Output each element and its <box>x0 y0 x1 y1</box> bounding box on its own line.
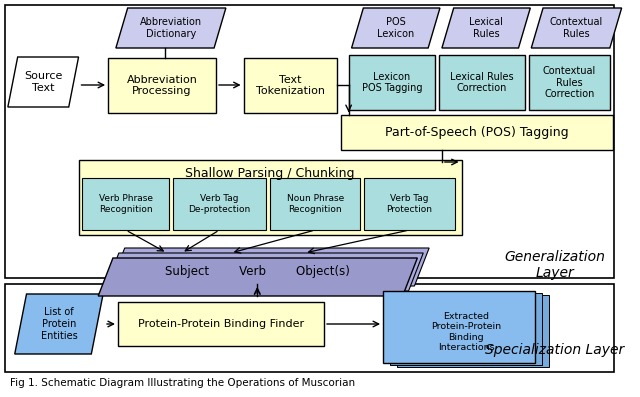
Text: Noun Phrase
Recognition: Noun Phrase Recognition <box>287 194 344 214</box>
FancyBboxPatch shape <box>439 55 525 110</box>
Polygon shape <box>110 248 429 286</box>
Text: Fig 1. Schematic Diagram Illustrating the Operations of Muscorian: Fig 1. Schematic Diagram Illustrating th… <box>10 378 355 388</box>
Text: Text
Tokenization: Text Tokenization <box>256 75 324 96</box>
FancyBboxPatch shape <box>79 160 461 235</box>
Polygon shape <box>442 8 531 48</box>
Text: Extracted
Protein-Protein
Binding
Interactions: Extracted Protein-Protein Binding Intera… <box>431 312 501 352</box>
Text: Source
Text: Source Text <box>24 71 62 93</box>
Text: Verb Phrase
Recognition: Verb Phrase Recognition <box>99 194 153 214</box>
Text: POS
Lexicon: POS Lexicon <box>377 17 414 39</box>
FancyBboxPatch shape <box>364 178 454 230</box>
Text: Subject        Verb        Object(s): Subject Verb Object(s) <box>165 266 349 279</box>
FancyBboxPatch shape <box>397 295 549 367</box>
FancyBboxPatch shape <box>244 58 337 113</box>
Text: Verb Tag
De-protection: Verb Tag De-protection <box>188 194 251 214</box>
Text: Contextual
Rules: Contextual Rules <box>550 17 603 39</box>
FancyBboxPatch shape <box>349 55 435 110</box>
Text: Lexicon
POS Tagging: Lexicon POS Tagging <box>362 72 422 93</box>
FancyBboxPatch shape <box>390 293 542 365</box>
Text: List of
Protein
Entities: List of Protein Entities <box>40 307 77 341</box>
Text: Lexical
Rules: Lexical Rules <box>469 17 503 39</box>
FancyBboxPatch shape <box>5 5 614 278</box>
Text: Abbreviation
Dictionary: Abbreviation Dictionary <box>140 17 202 39</box>
Text: Shallow Parsing / Chunking: Shallow Parsing / Chunking <box>186 168 355 181</box>
Text: Lexical Rules
Correction: Lexical Rules Correction <box>451 72 514 93</box>
Text: Protein-Protein Binding Finder: Protein-Protein Binding Finder <box>138 319 304 329</box>
Polygon shape <box>116 8 226 48</box>
FancyBboxPatch shape <box>5 284 614 372</box>
Text: Abbreviation
Processing: Abbreviation Processing <box>127 75 198 96</box>
Text: Specialization Layer: Specialization Layer <box>485 343 625 357</box>
Polygon shape <box>98 258 417 296</box>
Polygon shape <box>531 8 621 48</box>
FancyBboxPatch shape <box>340 115 612 150</box>
Text: Contextual
Rules
Correction: Contextual Rules Correction <box>543 66 596 99</box>
Polygon shape <box>8 57 79 107</box>
FancyBboxPatch shape <box>270 178 360 230</box>
FancyBboxPatch shape <box>118 302 324 346</box>
FancyBboxPatch shape <box>383 291 535 363</box>
Polygon shape <box>351 8 440 48</box>
FancyBboxPatch shape <box>108 58 216 113</box>
Text: Verb Tag
Protection: Verb Tag Protection <box>387 194 433 214</box>
Polygon shape <box>104 253 423 291</box>
Text: Part-of-Speech (POS) Tagging: Part-of-Speech (POS) Tagging <box>385 126 568 139</box>
Polygon shape <box>15 294 103 354</box>
Text: Generalization
Layer: Generalization Layer <box>504 250 605 280</box>
FancyBboxPatch shape <box>173 178 266 230</box>
FancyBboxPatch shape <box>529 55 610 110</box>
FancyBboxPatch shape <box>83 178 169 230</box>
